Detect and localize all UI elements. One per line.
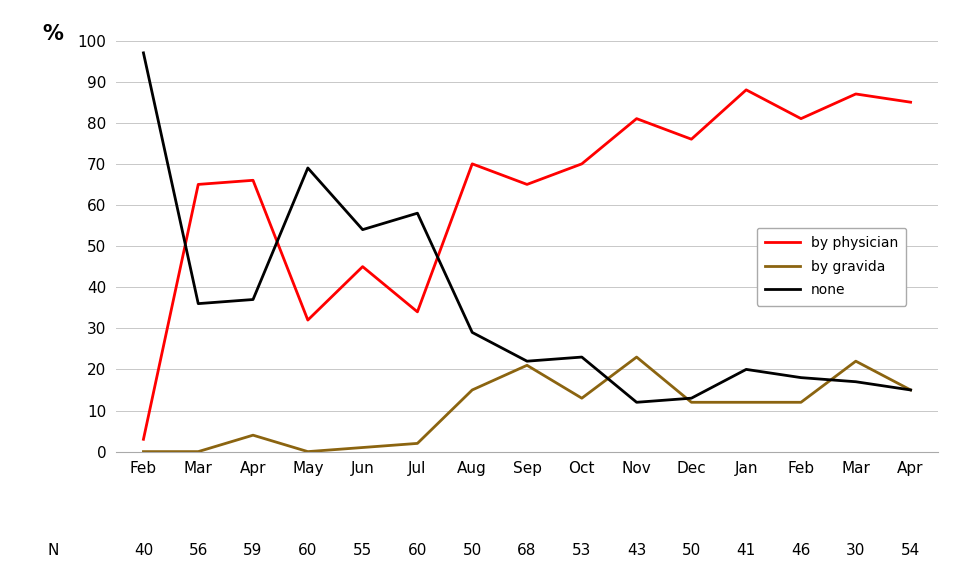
- none: [137, 49, 149, 56]
- by gravida: [192, 448, 204, 455]
- by physician: [192, 181, 204, 188]
- Text: 30: 30: [846, 543, 865, 558]
- by gravida: [630, 354, 642, 361]
- by physician: [357, 263, 368, 270]
- none: [521, 358, 533, 365]
- none: [850, 378, 862, 385]
- none: [686, 395, 697, 402]
- Line: none: none: [143, 53, 911, 402]
- by gravida: [248, 432, 259, 439]
- by physician: [466, 160, 478, 167]
- none: [795, 374, 806, 381]
- Text: 40: 40: [133, 543, 153, 558]
- by physician: [686, 135, 697, 142]
- none: [576, 354, 588, 361]
- by gravida: [302, 448, 313, 455]
- Text: 46: 46: [791, 543, 810, 558]
- none: [741, 366, 752, 373]
- by gravida: [521, 362, 533, 369]
- by physician: [905, 99, 917, 106]
- by gravida: [412, 440, 424, 447]
- Legend: by physician, by gravida, none: by physician, by gravida, none: [756, 228, 906, 306]
- by physician: [137, 436, 149, 443]
- by gravida: [905, 387, 917, 394]
- none: [192, 300, 204, 307]
- by gravida: [741, 399, 752, 406]
- Text: 43: 43: [627, 543, 646, 558]
- none: [412, 210, 424, 217]
- none: [248, 296, 259, 303]
- by gravida: [686, 399, 697, 406]
- Text: 50: 50: [682, 543, 701, 558]
- Text: 50: 50: [462, 543, 482, 558]
- by gravida: [795, 399, 806, 406]
- Text: 41: 41: [737, 543, 756, 558]
- by gravida: [466, 387, 478, 394]
- by gravida: [357, 444, 368, 451]
- by physician: [795, 115, 806, 122]
- Text: N: N: [47, 543, 59, 558]
- none: [466, 329, 478, 336]
- Text: 55: 55: [353, 543, 372, 558]
- Text: %: %: [43, 24, 63, 44]
- by physician: [850, 90, 862, 97]
- by physician: [576, 160, 588, 167]
- by physician: [521, 181, 533, 188]
- by physician: [412, 309, 424, 316]
- by physician: [302, 317, 313, 324]
- Line: by gravida: by gravida: [143, 357, 911, 452]
- Text: 59: 59: [244, 543, 263, 558]
- by physician: [248, 177, 259, 184]
- by physician: [630, 115, 642, 122]
- Text: 56: 56: [189, 543, 208, 558]
- none: [630, 399, 642, 406]
- by gravida: [576, 395, 588, 402]
- none: [357, 226, 368, 233]
- Line: by physician: by physician: [143, 90, 911, 439]
- by gravida: [850, 358, 862, 365]
- Text: 54: 54: [901, 543, 921, 558]
- Text: 60: 60: [298, 543, 317, 558]
- Text: 68: 68: [517, 543, 537, 558]
- Text: 60: 60: [408, 543, 427, 558]
- Text: 53: 53: [572, 543, 592, 558]
- none: [302, 164, 313, 171]
- none: [905, 387, 917, 394]
- by gravida: [137, 448, 149, 455]
- by physician: [741, 86, 752, 93]
